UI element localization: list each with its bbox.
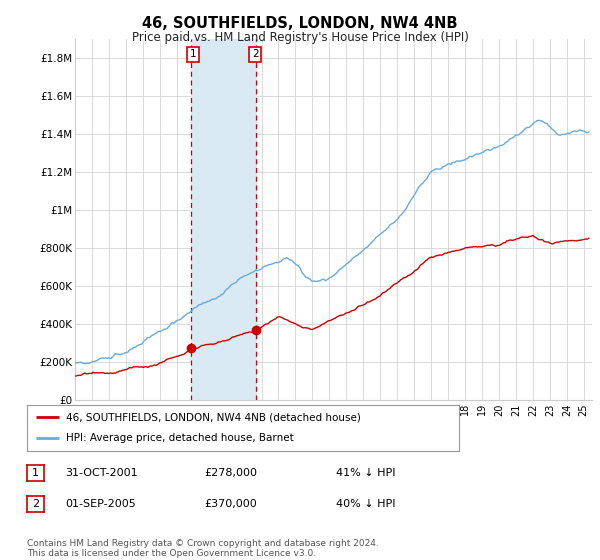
Text: 1: 1 bbox=[190, 49, 196, 59]
Text: 01-SEP-2005: 01-SEP-2005 bbox=[65, 499, 136, 509]
Text: 31-OCT-2001: 31-OCT-2001 bbox=[65, 468, 137, 478]
Text: 41% ↓ HPI: 41% ↓ HPI bbox=[336, 468, 395, 478]
Text: £278,000: £278,000 bbox=[204, 468, 257, 478]
Text: HPI: Average price, detached house, Barnet: HPI: Average price, detached house, Barn… bbox=[66, 433, 293, 444]
Text: 2: 2 bbox=[252, 49, 259, 59]
Text: 1: 1 bbox=[32, 468, 39, 478]
Text: Price paid vs. HM Land Registry's House Price Index (HPI): Price paid vs. HM Land Registry's House … bbox=[131, 31, 469, 44]
Bar bbox=[191, 39, 256, 400]
Text: 46, SOUTHFIELDS, LONDON, NW4 4NB (detached house): 46, SOUTHFIELDS, LONDON, NW4 4NB (detach… bbox=[66, 412, 361, 422]
Text: 2: 2 bbox=[32, 499, 39, 509]
Text: 40% ↓ HPI: 40% ↓ HPI bbox=[336, 499, 395, 509]
Text: £370,000: £370,000 bbox=[204, 499, 257, 509]
Text: Contains HM Land Registry data © Crown copyright and database right 2024.
This d: Contains HM Land Registry data © Crown c… bbox=[27, 539, 379, 558]
Text: 46, SOUTHFIELDS, LONDON, NW4 4NB: 46, SOUTHFIELDS, LONDON, NW4 4NB bbox=[142, 16, 458, 31]
